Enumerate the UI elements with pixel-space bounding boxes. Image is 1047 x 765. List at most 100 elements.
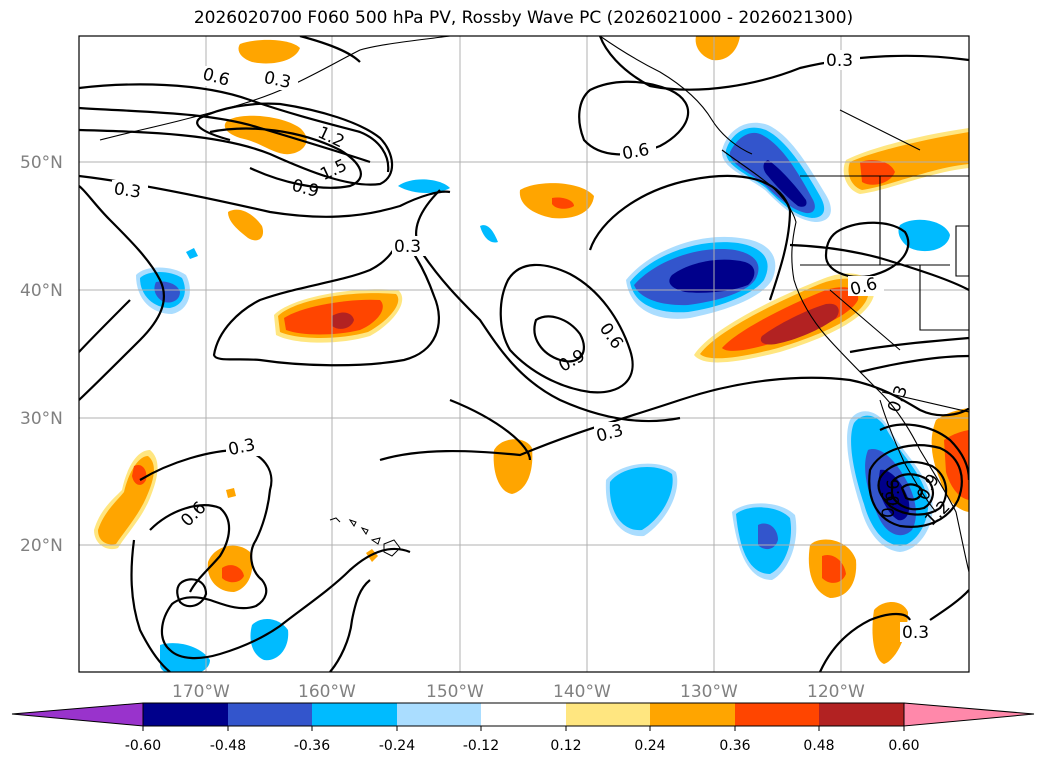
- contour-line: [929, 589, 969, 621]
- colorbar-segment: [566, 703, 650, 726]
- lon-label: 140°W: [553, 682, 611, 702]
- contour-label: 0.3: [113, 179, 143, 203]
- shade-neg1: [250, 618, 289, 661]
- contour-line: [449, 398, 532, 461]
- contour-line: [578, 80, 690, 156]
- contour-label: 0.3: [826, 51, 853, 71]
- shade-neg1: [398, 179, 450, 193]
- colorbar-tick-label: 0.24: [634, 738, 665, 754]
- contour-line: [789, 243, 969, 291]
- contour-label: 0.3: [394, 237, 421, 257]
- contour-line: [79, 102, 394, 186]
- contour-line: [849, 336, 969, 354]
- contour-line: [379, 376, 969, 462]
- shade-pos1: [872, 602, 908, 664]
- contour-line: [79, 299, 131, 353]
- colorbar-max-extension: [903, 702, 1035, 727]
- shade-pos2: [132, 464, 147, 485]
- colorbar-tick-label: 0.48: [803, 738, 834, 754]
- colorbar-tick-label: -0.36: [294, 738, 330, 754]
- contour-line: [588, 174, 792, 301]
- contour-line: [139, 448, 411, 660]
- colorbar-segment: [819, 703, 904, 726]
- shade-pos1: [695, 36, 740, 61]
- shade-pos3: [760, 303, 839, 345]
- shade-pos2: [860, 160, 895, 185]
- colorbar: -0.60 -0.48 -0.36 -0.24 -0.12 0.12 0.24 …: [11, 702, 1035, 754]
- colorbar-tick-label: -0.60: [125, 738, 161, 754]
- contour-line: [868, 444, 963, 528]
- lat-label: 50°N: [20, 153, 63, 173]
- contour-line: [877, 460, 948, 516]
- contour-line: [499, 263, 634, 394]
- shade-neg1: [186, 248, 198, 259]
- shade-pos2: [822, 554, 846, 583]
- contour-line: [79, 185, 165, 401]
- mexico-coast: [919, 449, 969, 573]
- contour-line: [79, 106, 371, 164]
- contour-line: [79, 174, 451, 218]
- shade-neg3: [669, 259, 755, 293]
- colorbar-min-extension: [11, 702, 144, 727]
- contour-line: [176, 578, 208, 608]
- colorbar-segment: [481, 703, 566, 726]
- shade-neg2: [758, 523, 778, 550]
- longitude-labels: 170°W 160°W 150°W 140°W 130°W 120°W: [172, 682, 865, 702]
- lat-label: 30°N: [20, 409, 63, 429]
- contour-line: [130, 539, 171, 672]
- shade-neg1: [898, 219, 950, 252]
- contour-line: [859, 354, 969, 374]
- contour-line: [818, 612, 911, 672]
- shade-neg1: [609, 467, 673, 531]
- lon-label: 120°W: [807, 682, 865, 702]
- lon-label: 160°W: [298, 682, 356, 702]
- contour-line: [900, 483, 924, 501]
- contour-line: [209, 127, 362, 189]
- latitude-labels: 50°N 40°N 30°N 20°N: [20, 153, 63, 556]
- colorbar-tick-label: 0.36: [719, 738, 750, 754]
- contour-line: [890, 473, 934, 511]
- lat-label: 20°N: [20, 536, 63, 556]
- shade-pos2: [222, 565, 244, 583]
- contour-label: 0.3: [902, 623, 929, 643]
- shade-neg1: [480, 225, 498, 243]
- lon-label: 150°W: [426, 682, 484, 702]
- shade-pos1: [238, 39, 300, 64]
- contour-line: [212, 238, 440, 367]
- map-content: 0.6 0.3 1.2 1.5 0.9 0.3 0.3 0.6 0.3 0.6 …: [79, 36, 969, 672]
- colorbar-tick-label: -0.48: [210, 738, 246, 754]
- shade-pos1: [226, 488, 236, 498]
- contour-line: [149, 504, 231, 593]
- contour-label: 0.6: [621, 140, 651, 164]
- contour-label: 0.6: [879, 491, 899, 518]
- shade-pos2: [552, 197, 574, 209]
- us-mexico-border: [881, 391, 969, 413]
- chart-title: 2026020700 F060 500 hPa PV, Rossby Wave …: [193, 8, 854, 28]
- lon-label: 170°W: [172, 682, 230, 702]
- contour-label: 0.6: [884, 479, 904, 506]
- lat-label: 40°N: [20, 281, 63, 301]
- shade-neg3: [878, 469, 910, 521]
- colorbar-segment: [228, 703, 312, 726]
- contour-line: [879, 423, 969, 481]
- colorbar-tick-label: 0.12: [550, 738, 581, 754]
- contour-line: [299, 36, 361, 63]
- gridlines: [79, 36, 969, 672]
- contour-line: [79, 83, 390, 173]
- contour-line: [598, 36, 969, 91]
- pv-shading: [94, 36, 969, 672]
- map-frame: [78, 35, 970, 673]
- lon-label: 130°W: [680, 682, 738, 702]
- contour-line: [824, 221, 910, 278]
- state-lines: [800, 109, 969, 351]
- shade-neg2: [154, 281, 180, 303]
- colorbar-tick-label: -0.24: [379, 738, 415, 754]
- colorbar-segment: [143, 703, 228, 726]
- contour-line: [533, 315, 585, 363]
- contour-line: [329, 579, 371, 672]
- colorbar-segment: [312, 703, 397, 726]
- shade-pos1: [224, 115, 307, 155]
- shade-neg3: [763, 160, 807, 207]
- colorbar-tick-label: 0.60: [888, 738, 919, 754]
